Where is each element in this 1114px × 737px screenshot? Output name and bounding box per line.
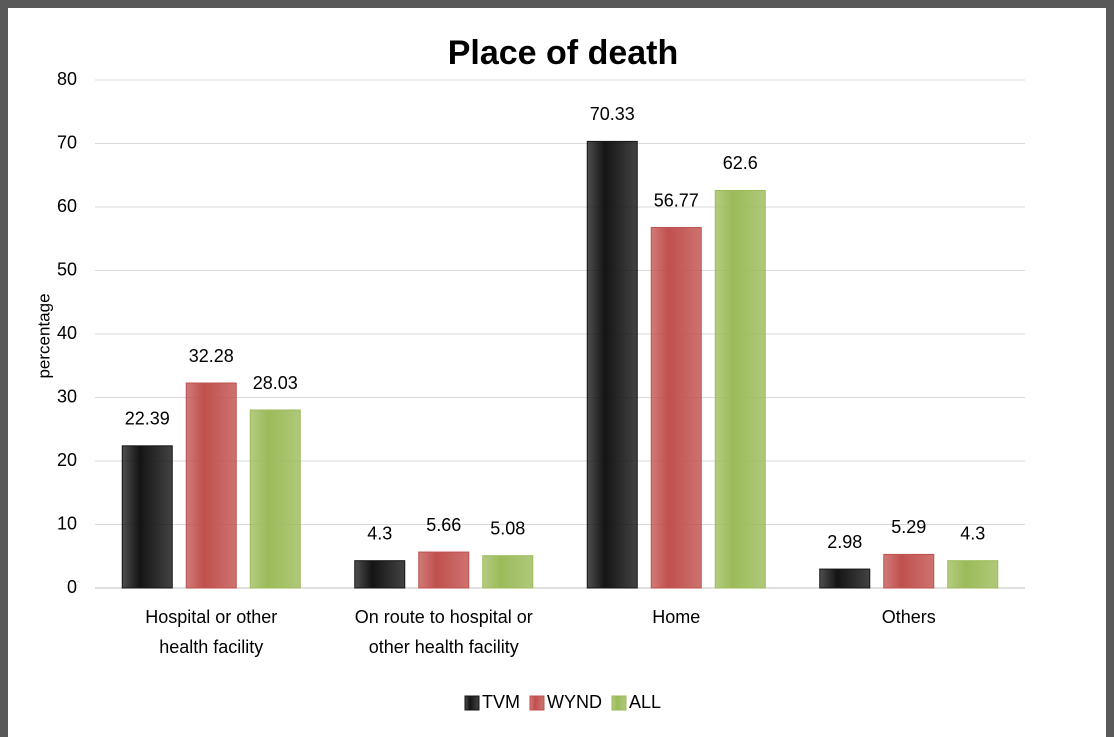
legend-label: WYND — [547, 692, 602, 712]
value-label: 5.29 — [891, 517, 926, 537]
y-tick-label: 40 — [57, 323, 77, 343]
value-label: 4.3 — [960, 523, 985, 543]
legend-label: ALL — [629, 692, 661, 712]
value-label: 56.77 — [654, 190, 699, 210]
bar — [185, 382, 237, 589]
x-tick-label: Others — [882, 607, 936, 627]
legend-swatch — [464, 695, 480, 711]
value-label: 32.28 — [189, 346, 234, 366]
value-label: 5.08 — [490, 518, 525, 538]
legend-item: ALL — [611, 692, 661, 712]
bar — [650, 227, 702, 589]
bar — [819, 568, 871, 589]
value-label: 4.3 — [367, 523, 392, 543]
legend-swatch — [611, 695, 627, 711]
bar — [121, 445, 173, 589]
bar — [418, 551, 470, 589]
value-label: 28.03 — [253, 373, 298, 393]
chart-background — [8, 8, 1106, 737]
legend-swatch — [529, 695, 545, 711]
value-label: 22.39 — [125, 409, 170, 429]
legend-label: TVM — [482, 692, 520, 712]
y-tick-label: 60 — [57, 196, 77, 216]
y-tick-label: 0 — [67, 577, 77, 597]
legend-item: WYND — [529, 692, 602, 712]
bar — [482, 555, 534, 589]
value-label: 5.66 — [426, 515, 461, 535]
bar — [883, 553, 935, 589]
x-tick-label: Hospital or other health facility — [145, 607, 277, 657]
bar — [354, 560, 406, 589]
value-label: 70.33 — [590, 104, 635, 124]
bar — [586, 140, 638, 589]
y-axis-label: percentage — [34, 293, 53, 378]
y-tick-label: 70 — [57, 132, 77, 152]
y-tick-label: 80 — [57, 69, 77, 89]
bar — [249, 409, 301, 589]
y-tick-label: 30 — [57, 386, 77, 406]
bar — [947, 560, 999, 589]
x-tick-label: On route to hospital or other health faci… — [355, 607, 533, 657]
y-tick-label: 20 — [57, 450, 77, 470]
x-tick-label: Home — [652, 607, 700, 627]
value-label: 62.6 — [723, 153, 758, 173]
bar — [714, 189, 766, 589]
y-tick-label: 50 — [57, 259, 77, 279]
value-label: 2.98 — [827, 532, 862, 552]
chart-title: Place of death — [448, 34, 679, 72]
legend-item: TVM — [464, 692, 520, 712]
y-tick-label: 10 — [57, 513, 77, 533]
